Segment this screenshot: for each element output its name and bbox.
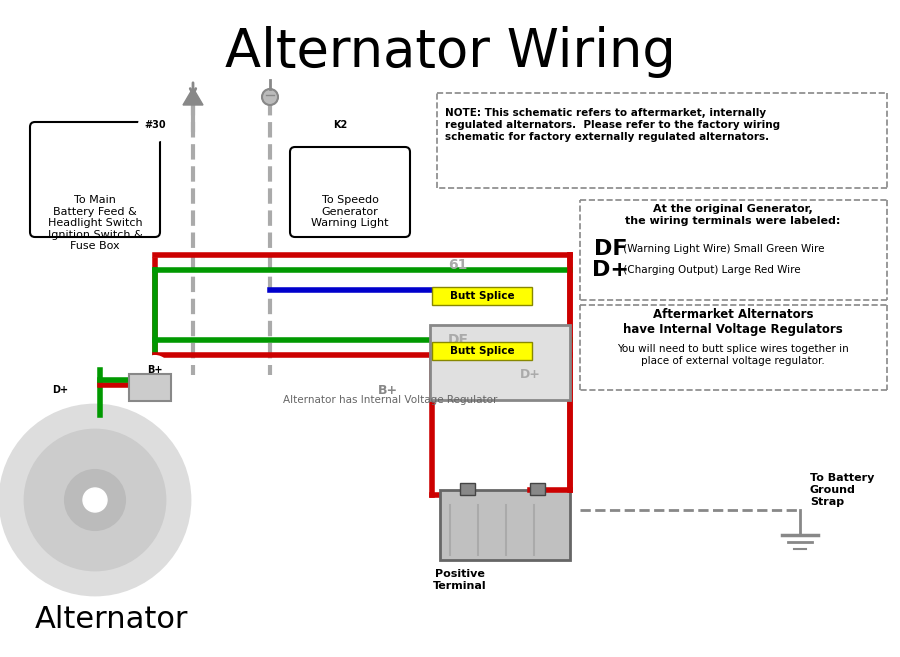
Text: Positive
Terminal: Positive Terminal	[433, 569, 487, 591]
Text: Butt Splice: Butt Splice	[450, 346, 514, 356]
Text: D+: D+	[592, 260, 629, 280]
FancyBboxPatch shape	[290, 147, 410, 237]
Text: DF: DF	[448, 333, 469, 347]
Text: D+: D+	[52, 385, 68, 395]
FancyBboxPatch shape	[432, 342, 532, 360]
FancyBboxPatch shape	[129, 374, 171, 401]
Bar	[460, 483, 475, 495]
Circle shape	[46, 376, 74, 404]
Circle shape	[83, 488, 107, 512]
Text: K2: K2	[333, 120, 347, 130]
Text: 61: 61	[448, 258, 467, 272]
Text: To Battery
Ground
Strap: To Battery Ground Strap	[810, 474, 875, 507]
Text: (Charging Output) Large Red Wire: (Charging Output) Large Red Wire	[620, 265, 801, 275]
Text: To Main
Battery Feed &
Headlight Switch
Ignition Switch &
Fuse Box: To Main Battery Feed & Headlight Switch …	[48, 195, 142, 252]
Text: D+: D+	[519, 369, 540, 382]
Text: Alternator: Alternator	[35, 606, 188, 635]
Text: #30: #30	[144, 120, 166, 130]
Circle shape	[25, 430, 165, 570]
Text: (Warning Light Wire) Small Green Wire: (Warning Light Wire) Small Green Wire	[620, 244, 824, 254]
Text: Butt Splice: Butt Splice	[450, 291, 514, 301]
Text: At the original Generator,
the wiring terminals were labeled:: At the original Generator, the wiring te…	[626, 204, 841, 226]
Text: Aftermarket Alternators
have Internal Voltage Regulators: Aftermarket Alternators have Internal Vo…	[623, 308, 843, 336]
Bar	[530, 483, 545, 495]
Circle shape	[139, 109, 171, 141]
FancyBboxPatch shape	[432, 287, 532, 305]
FancyBboxPatch shape	[430, 325, 570, 400]
Polygon shape	[183, 88, 203, 105]
Text: Alternator Wiring: Alternator Wiring	[225, 26, 675, 78]
Circle shape	[0, 405, 190, 595]
Text: B+: B+	[148, 365, 163, 375]
FancyBboxPatch shape	[30, 122, 160, 237]
Bar	[440, 490, 570, 560]
Circle shape	[141, 356, 169, 384]
Text: DF: DF	[594, 239, 627, 259]
Text: To Speedo
Generator
Warning Light: To Speedo Generator Warning Light	[311, 195, 389, 228]
Text: You will need to butt splice wires together in
place of external voltage regulat: You will need to butt splice wires toget…	[617, 344, 849, 366]
Text: NOTE: This schematic refers to aftermarket, internally
regulated alternators.  P: NOTE: This schematic refers to aftermark…	[445, 108, 780, 142]
Circle shape	[65, 470, 125, 530]
Text: Alternator has Internal Voltage Regulator: Alternator has Internal Voltage Regulato…	[283, 395, 497, 405]
Circle shape	[324, 109, 356, 141]
Circle shape	[262, 89, 278, 105]
Text: B+: B+	[378, 384, 398, 397]
